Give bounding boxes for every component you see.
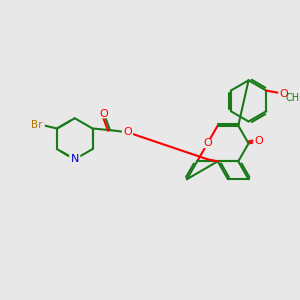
FancyBboxPatch shape [253,137,264,146]
FancyBboxPatch shape [122,128,133,137]
Text: CH₃: CH₃ [285,93,300,103]
FancyBboxPatch shape [28,121,45,130]
FancyBboxPatch shape [202,139,213,148]
Text: O: O [100,109,108,119]
Text: O: O [123,127,132,137]
Text: Br: Br [31,120,42,130]
FancyBboxPatch shape [98,109,110,118]
FancyBboxPatch shape [278,89,290,98]
Text: O: O [254,136,263,146]
Text: N: N [70,154,79,164]
FancyBboxPatch shape [286,93,300,103]
Text: O: O [203,139,212,148]
FancyBboxPatch shape [69,155,80,164]
Text: O: O [280,89,288,99]
